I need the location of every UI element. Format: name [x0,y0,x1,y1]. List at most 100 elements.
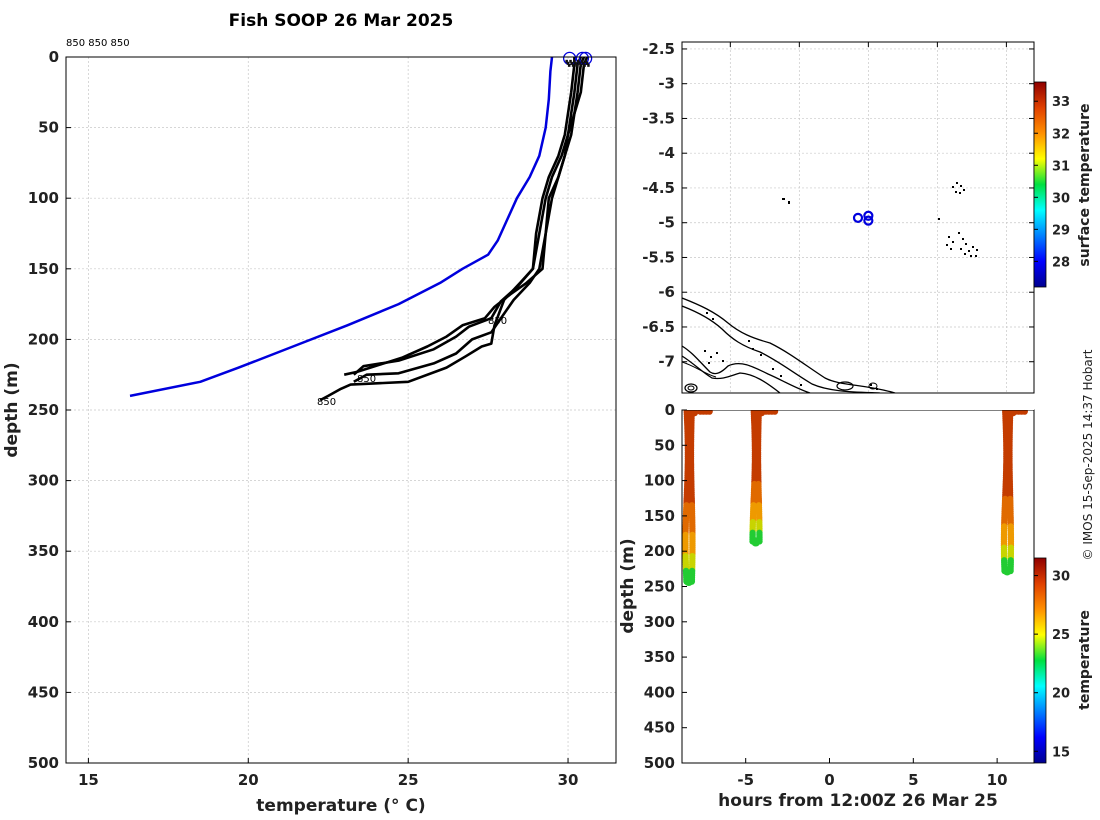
depth-time-x-tick-label: 5 [908,771,918,789]
map-colorbar-tick-label: 30 [1052,191,1070,206]
profile-grid [66,56,616,764]
profile-y-tick-label: 200 [28,330,59,348]
profile-surface-dot [582,61,585,65]
depth-time-y-label: depth (m) [618,538,638,633]
depth-time-y-tick-label: 500 [644,754,675,772]
profile-series [129,51,593,402]
map-station-marker [863,210,874,221]
map-y-tick-label: -7 [658,353,675,371]
map-colorbar-tick-label: 28 [1052,255,1070,270]
depth-time-y-tick-label: 250 [644,578,675,596]
map-y-tick-label: -3 [658,75,675,93]
profile-x-tick-label: 30 [558,771,579,789]
profile-surface-dot [567,63,571,67]
map-colorbar-tick-label: 29 [1052,223,1070,238]
profile-surface-dot [571,63,575,67]
profile-surface-dot [573,59,576,63]
profile-y-tick-label: 100 [28,189,59,207]
depth-time-y-tick-label: 200 [644,542,675,560]
map-y-tick-label: -5 [658,214,675,232]
map-colorbar-ticks: 28 29 30 31 32 33 [1034,95,1070,270]
copyright-text: © IMOS 15-Sep-2025 14:37 Hobart [1081,349,1095,560]
profile-surface-dot [587,63,590,67]
profile-surface-dot [578,61,581,65]
profile-label-a: 850 [357,374,376,385]
map-y-tick-label: -6 [658,283,675,301]
map-grid [682,42,1034,393]
depth-time-y-tick-label: 150 [644,507,675,525]
profile-label-c: 850 [488,316,507,327]
profile-top-labels: 850 850 850 [66,38,130,49]
depth-time-colorbar-ticks: 15 20 25 30 [1034,570,1070,760]
map-station-marker [863,215,874,226]
cast-bottom-point [684,577,694,587]
surface-point [758,409,766,417]
map-coastlines [682,297,896,393]
map-y-tick-label: -5.5 [642,248,675,266]
series-climatology [129,56,554,398]
map-colorbar-tick-label: 33 [1052,95,1070,110]
depth-time-y-tick-label: 350 [644,648,675,666]
profile-surface-dot [569,59,572,63]
profile-surface-dot [583,63,586,67]
profile-x-tick-label: 25 [398,771,419,789]
surface-point [1009,409,1017,417]
profile-surface-dot [576,59,580,63]
depth-time-y-tick-label: 450 [644,719,675,737]
profile-surface-dot [584,59,588,63]
series-profile-4 [343,56,589,376]
profile-surface-dot [585,61,589,65]
profile-x-tick-label: 15 [78,771,99,789]
profile-y-tick-label: 50 [38,119,59,137]
map-colorbar-tick-label: 31 [1052,159,1070,174]
map-y-tick-label: -6.5 [642,318,675,336]
profile-surface-dot [574,61,577,65]
profile-surface-dot [575,63,579,67]
map-station-marker [852,212,864,223]
track-map-panel: -2.5-3-3.5-4-4.5-5-5.5-6-6.5-71561571581… [642,40,1093,419]
profile-y-tick-label: 350 [28,542,59,560]
depth-time-y-tick-label: 400 [644,683,675,701]
map-colorbar [1033,81,1047,288]
profile-surface-dot [579,63,583,67]
profile-label-b: 850 [317,397,336,408]
depth-time-colorbar-tick-label: 20 [1052,687,1070,702]
depth-time-y-tick-label: 300 [644,613,675,631]
profile-surface-dot [570,61,574,65]
profile-y-tick-label: 250 [28,401,59,419]
map-colorbar-label: surface temperature [1077,103,1093,266]
profile-y-tick-label: 150 [28,260,59,278]
map-y-tick-label: -4.5 [642,179,675,197]
depth-time-y-tick-label: 0 [665,401,675,419]
profile-y-tick-label: 400 [28,613,59,631]
depth-time-y-tick-label: 50 [654,436,675,454]
profile-x-tick-label: 20 [238,771,259,789]
profile-surface-dot [580,59,584,63]
map-y-tick-label: -3.5 [642,109,675,127]
cast-bottom-point [751,537,761,547]
depth-time-x-tick-label: -5 [737,771,754,789]
profile-y-label: depth (m) [2,362,22,457]
profile-y-tick-label: 300 [28,472,59,490]
depth-time-colorbar-tick-label: 30 [1052,570,1070,585]
panel-overlap-cover [682,402,1034,410]
cast-bottom-point [1002,566,1012,576]
figure-title: Fish SOOP 26 Mar 2025 [229,11,454,31]
surface-point [691,409,699,417]
profile-y-tick-label: 0 [49,48,59,66]
depth-time-colorbar [1033,557,1047,764]
profile-y-tick-label: 450 [28,683,59,701]
depth-time-casts [682,406,1028,587]
depth-time-colorbar-tick-label: 25 [1052,628,1070,643]
depth-time-x-tick-label: 0 [824,771,834,789]
depth-time-colorbar-label: temperature [1077,610,1093,710]
depth-time-colorbar-tick-label: 15 [1052,745,1070,760]
profile-y-tick-label: 500 [28,754,59,772]
map-islands [782,182,978,257]
profile-surface-dot [566,61,570,65]
